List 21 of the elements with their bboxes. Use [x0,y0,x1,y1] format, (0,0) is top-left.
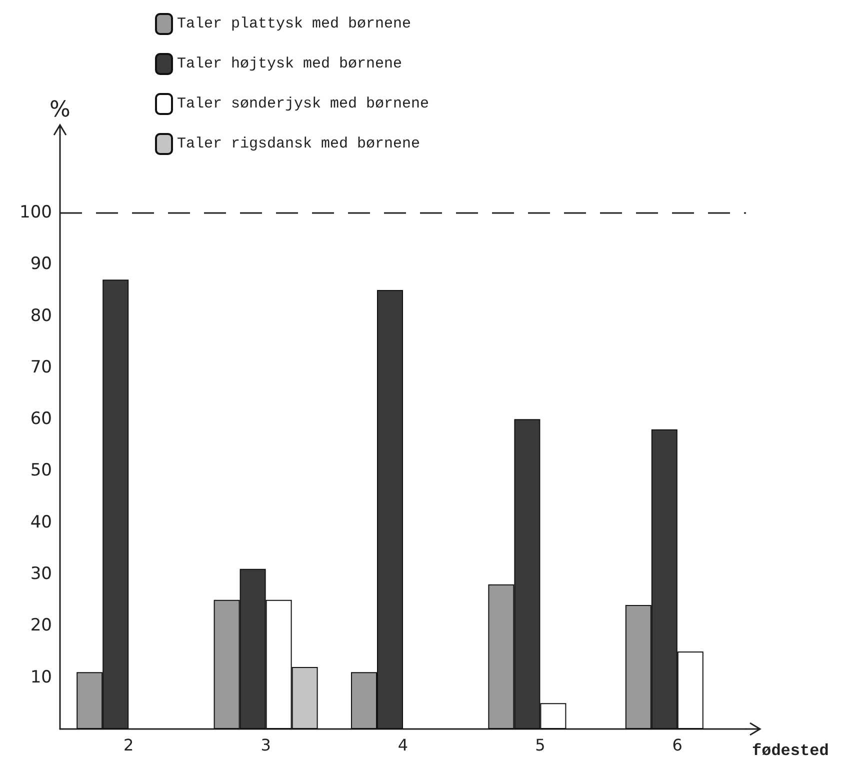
legend-label: Taler sønderjysk med børnene [177,96,430,112]
y-tick-label: 30 [30,564,52,584]
y-tick-label: 80 [30,306,52,326]
legend-label: Taler plattysk med børnene [177,16,412,32]
legend-label: Taler højtysk med børnene [177,56,402,72]
y-tick-label: 50 [30,460,52,481]
y-tick-label: 60 [30,409,52,430]
y-tick-label: 20 [30,616,52,636]
y-tick-label: 90 [30,254,52,274]
y-tick-label: 10 [30,667,52,688]
x-tick-label: 4 [398,736,408,754]
x-axis-title: fødested [752,742,829,759]
y-tick-label: 100 [20,202,52,222]
y-tick-label: 70 [30,357,52,378]
legend-label: Taler rigsdansk med børnene [177,136,420,152]
x-tick-label: 5 [535,736,546,754]
x-tick-label: 2 [124,736,134,754]
x-tick-label: 6 [672,736,682,754]
x-tick-label: 3 [260,736,271,754]
y-tick-label: 40 [30,512,52,532]
y-axis-title: % [50,98,70,122]
